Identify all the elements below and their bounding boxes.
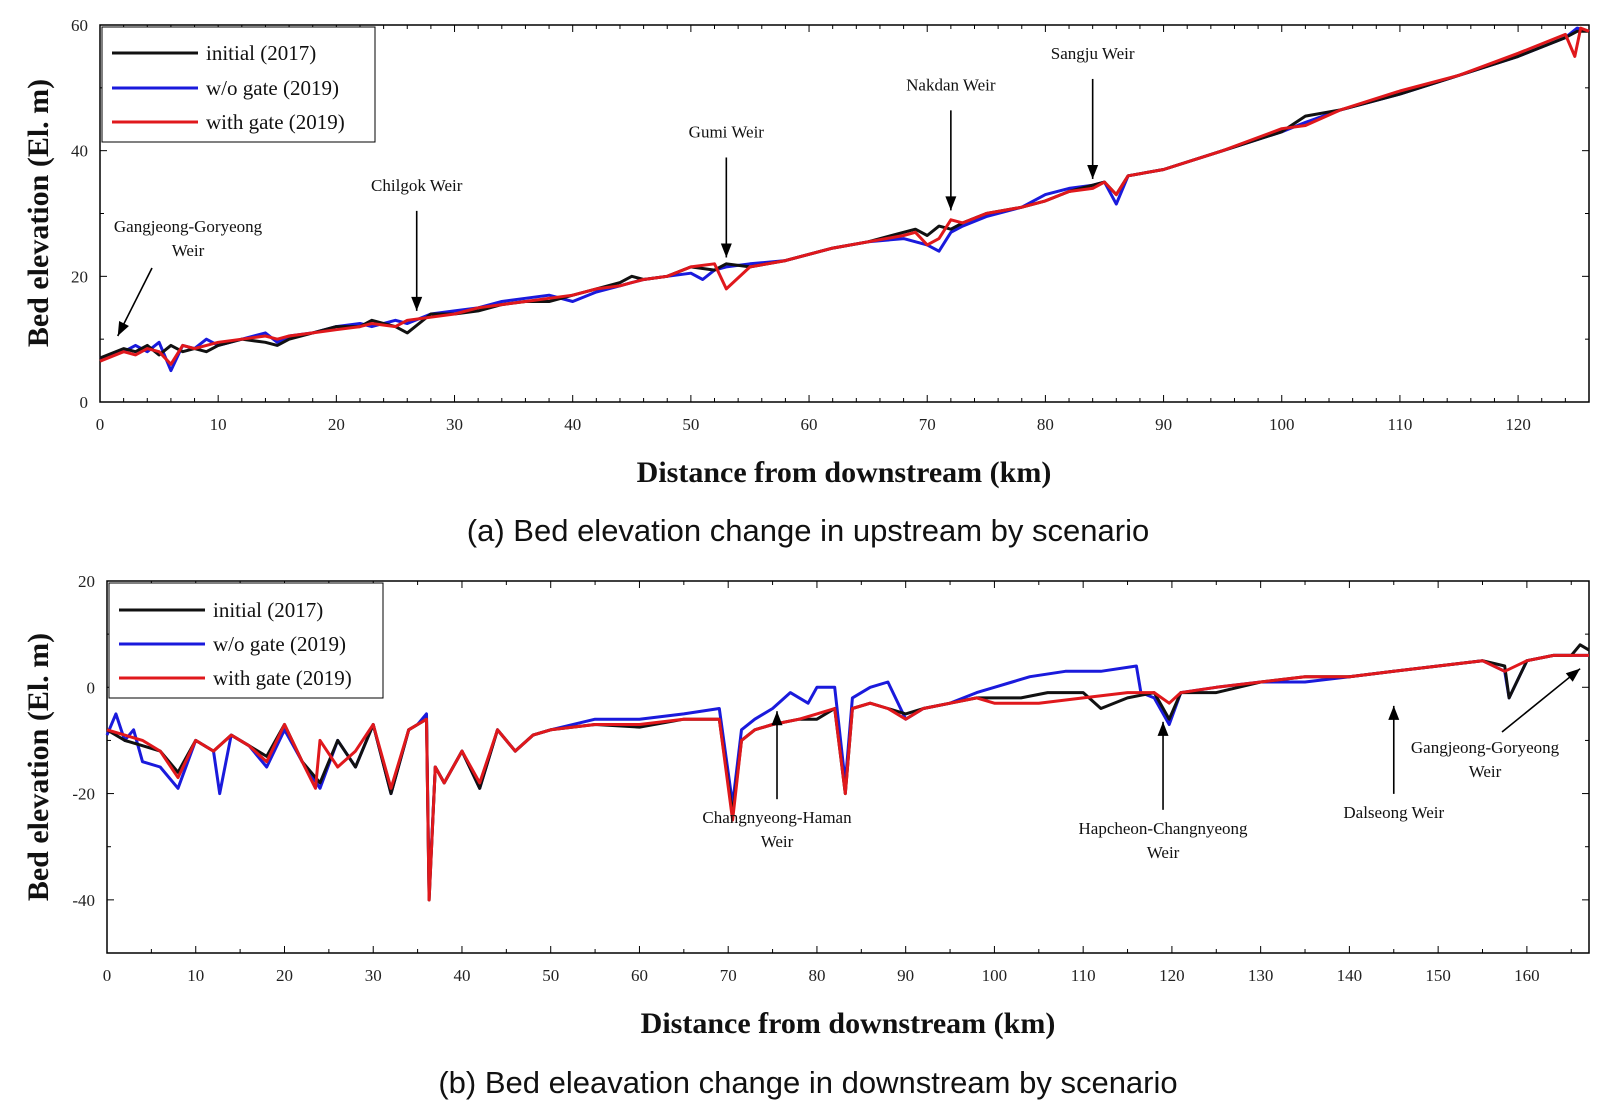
y-tick-label: 0: [87, 678, 96, 697]
panel-a-chart: 0 10 20 30 40 50 60 70 80 90 100 110 120 0 20 40 60 Gang…: [22, 16, 1590, 548]
legend-label-initial: initial (2017): [213, 598, 323, 622]
annotation-arrow-head: [1087, 164, 1099, 179]
annotation-label: Weir: [1469, 762, 1502, 781]
annotation-arrow-head: [945, 196, 957, 211]
annotation-arrow-head: [117, 321, 129, 337]
x-axis-title: Distance from downstream (km): [637, 456, 1052, 489]
x-tick-label: 120: [1505, 415, 1531, 434]
x-tick-label: 140: [1337, 966, 1363, 985]
series-lines: [105, 643, 1590, 902]
x-tick-label: 0: [96, 415, 105, 434]
x-tick-label: 60: [631, 966, 648, 985]
y-tick-label: 60: [71, 16, 88, 35]
annotation-arrow-shaft: [1501, 668, 1581, 733]
annotation-arrow-head: [720, 243, 732, 258]
x-tick-label: 70: [720, 966, 737, 985]
annotation-label: Changnyeong-Haman: [702, 808, 852, 827]
y-tick-label: 40: [71, 142, 88, 161]
y-tick-label: -20: [72, 785, 95, 804]
series-line-with-gate-2019: [99, 26, 1590, 366]
x-tick-label: 50: [542, 966, 559, 985]
x-tick-label: 50: [682, 415, 699, 434]
annotation-label: Sangju Weir: [1051, 44, 1135, 63]
caption-b: (b) Bed eleavation change in downstream …: [438, 1065, 1177, 1100]
legend: initial (2017) w/o gate (2019) with gate…: [108, 582, 384, 699]
x-tick-label: 150: [1425, 966, 1451, 985]
annotation-label: Weir: [1147, 843, 1180, 862]
panel-b-chart: 0 10 20 30 40 50 60 70 80 90 100 110 120 130 140 150 160…: [22, 572, 1590, 1100]
y-tick-label: -40: [72, 891, 95, 910]
caption-a: (a) Bed elevation change in upstream by …: [467, 513, 1149, 548]
tick-labels: 0 10 20 30 40 50 60 70 80 90 100 110 120 0 20 40 60: [71, 16, 1531, 434]
annotations: Gangjeong-Goryeong Weir Chilgok Weir Gumi W…: [114, 44, 1135, 337]
x-tick-label: 90: [897, 966, 914, 985]
legend-label-initial: initial (2017): [206, 41, 316, 65]
legend-label-wo-gate: w/o gate (2019): [206, 76, 339, 100]
annotation-label: Weir: [172, 241, 205, 260]
x-tick-label: 100: [982, 966, 1008, 985]
annotation-arrow-head: [771, 711, 783, 726]
annotation-label: Weir: [761, 832, 794, 851]
y-axis-title: Bed elevation (El. m): [22, 633, 55, 901]
x-tick-label: 80: [808, 966, 825, 985]
x-tick-label: 90: [1155, 415, 1172, 434]
x-tick-label: 40: [453, 966, 470, 985]
y-axis-title: Bed elevation (El. m): [22, 79, 55, 347]
x-tick-label: 130: [1248, 966, 1274, 985]
x-tick-label: 10: [187, 966, 204, 985]
x-axis-title: Distance from downstream (km): [641, 1007, 1056, 1040]
x-tick-label: 80: [1037, 415, 1054, 434]
annotation-label: Gangjeong-Goryeong: [1411, 738, 1560, 757]
x-tick-label: 0: [103, 966, 112, 985]
y-tick-label: 20: [78, 572, 95, 591]
plot-frame: [106, 580, 1590, 954]
x-tick-label: 20: [276, 966, 293, 985]
legend-label-with-gate: with gate (2019): [213, 666, 352, 690]
legend-label-with-gate: with gate (2019): [206, 110, 345, 134]
x-tick-label: 30: [365, 966, 382, 985]
y-tick-label: 0: [80, 393, 89, 412]
series-line-with-gate-2019: [106, 653, 1589, 902]
annotation-arrow-head: [1388, 705, 1400, 720]
x-tick-label: 40: [564, 415, 581, 434]
x-tick-label: 120: [1159, 966, 1185, 985]
x-tick-label: 60: [801, 415, 818, 434]
x-tick-label: 70: [919, 415, 936, 434]
annotation-arrow-head: [1157, 721, 1169, 736]
x-tick-label: 10: [210, 415, 227, 434]
x-tick-label: 30: [446, 415, 463, 434]
x-tick-label: 100: [1269, 415, 1295, 434]
annotation-label: Chilgok Weir: [371, 176, 463, 195]
series-lines: [99, 26, 1590, 373]
x-tick-label: 110: [1071, 966, 1096, 985]
legend: initial (2017) w/o gate (2019) with gate…: [101, 26, 376, 143]
annotation-label: Dalseong Weir: [1343, 803, 1444, 822]
x-tick-label: 160: [1514, 966, 1540, 985]
annotation-label: Hapcheon-Changnyeong: [1079, 819, 1249, 838]
annotation-label: Gumi Weir: [689, 122, 765, 141]
annotation-arrow-head: [1565, 668, 1581, 682]
legend-label-wo-gate: w/o gate (2019): [213, 632, 346, 656]
x-tick-label: 20: [328, 415, 345, 434]
annotation-label: Nakdan Weir: [906, 75, 996, 94]
annotation-arrow-head: [411, 296, 423, 311]
y-tick-label: 20: [71, 267, 88, 286]
tick-labels: 0 10 20 30 40 50 60 70 80 90 100 110 120 130 140 150 160…: [72, 572, 1539, 985]
annotations: Changnyeong-Haman Weir Hapcheon-Changnyeon…: [702, 668, 1581, 862]
annotation-label: Gangjeong-Goryeong: [114, 217, 263, 236]
x-tick-label: 110: [1387, 415, 1412, 434]
